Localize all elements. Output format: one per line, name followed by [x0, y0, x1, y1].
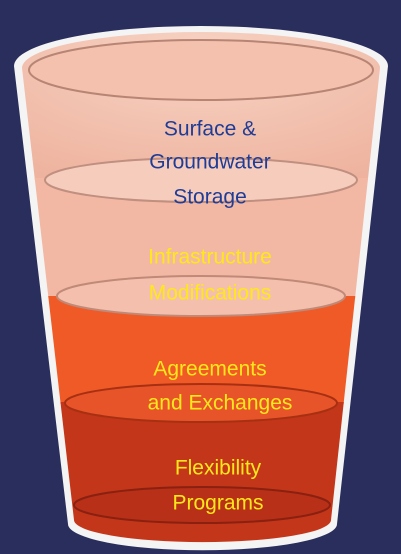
- layer-label: and Exchanges: [148, 392, 293, 415]
- layer-label: Storage: [173, 186, 247, 209]
- layer-label: Programs: [172, 492, 263, 515]
- layer-label: Agreements: [153, 358, 266, 381]
- layer-top: [28, 39, 374, 101]
- layer-top: [64, 383, 338, 423]
- layer-top: [44, 157, 358, 203]
- layer-top: [56, 275, 346, 317]
- layer-label: Modifications: [149, 282, 272, 305]
- layer-label: Flexibility: [175, 457, 262, 480]
- layer-top: [73, 486, 331, 524]
- layer-label: Groundwater: [149, 151, 270, 174]
- layer-label: Surface &: [164, 118, 256, 141]
- layer-label: Infrastructure: [148, 246, 272, 269]
